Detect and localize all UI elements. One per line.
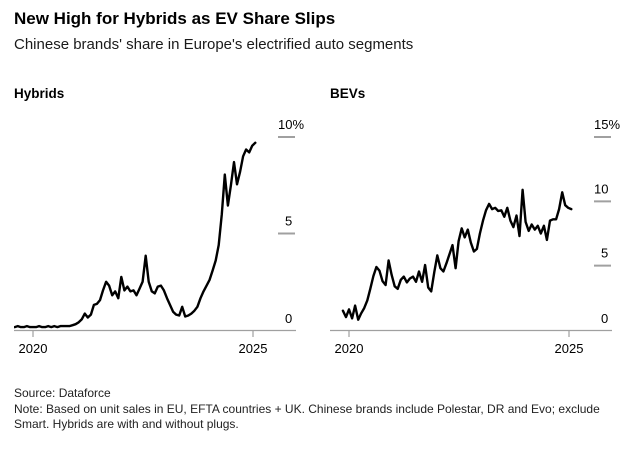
y-tick-label: 0: [601, 311, 608, 326]
hybrids-series-line: [14, 141, 257, 329]
y-tick-label: 5: [601, 246, 608, 261]
x-tick-label: 2025: [239, 341, 268, 356]
y-tick-label: 15%: [594, 117, 620, 132]
bevs-chart: 2020 2025 0 5 10 15%: [330, 117, 620, 356]
source-line: Source: Dataforce: [14, 386, 111, 400]
x-tick-label: 2020: [335, 341, 364, 356]
bevs-series-line: [341, 188, 573, 321]
y-tick-label: 10: [594, 181, 608, 196]
bevs-panel-title: BEVs: [330, 86, 366, 101]
x-tick-label: 2020: [19, 341, 48, 356]
x-tick-label: 2025: [555, 341, 584, 356]
hybrids-panel-title: Hybrids: [14, 86, 65, 101]
y-tick-label: 0: [285, 311, 292, 326]
figure-subtitle: Chinese brands' share in Europe's electr…: [14, 36, 414, 53]
figure-title: New High for Hybrids as EV Share Slips: [14, 9, 336, 28]
y-tick-label: 5: [285, 214, 292, 229]
note-line: Note: Based on unit sales in EU, EFTA co…: [14, 402, 600, 431]
hybrids-chart: 2020 2025 0 5 10%: [14, 117, 304, 356]
y-tick-label: 10%: [278, 117, 304, 132]
